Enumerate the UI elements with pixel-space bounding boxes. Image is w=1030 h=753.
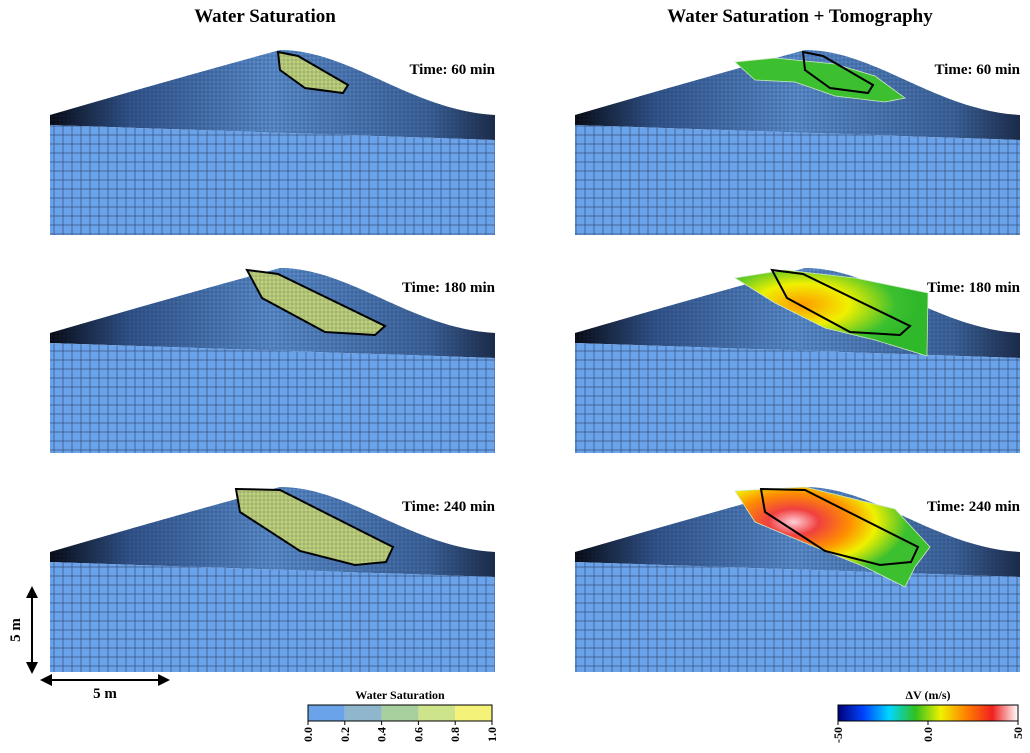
time-label: Time: 60 min (409, 62, 495, 78)
column-title: Water Saturation (194, 6, 336, 27)
colorbar-title: ΔV (m/s) (906, 688, 951, 702)
base-mesh (50, 343, 495, 453)
colorbar-segment (455, 705, 492, 721)
colorbar (838, 705, 1018, 721)
colorbar-tick-label: 1.0 (485, 727, 499, 742)
colorbar-tick-label: 0.6 (411, 727, 425, 742)
colorbar-tick-label: -50 (831, 727, 845, 743)
time-label: Time: 240 min (927, 499, 1021, 515)
base-mesh (575, 562, 1020, 672)
column-title: Water Saturation + Tomography (667, 6, 933, 27)
base-mesh (50, 562, 495, 672)
colorbar-segment (345, 705, 382, 721)
base-mesh (575, 343, 1020, 453)
time-label: Time: 180 min (402, 280, 496, 296)
scale-label: 5 m (8, 618, 24, 642)
colorbar-segment (308, 705, 345, 721)
base-mesh (575, 125, 1020, 235)
colorbar-tick-label: 50 (1011, 727, 1025, 739)
colorbar-tick-label: 0.4 (375, 727, 389, 742)
time-label: Time: 180 min (927, 280, 1021, 296)
colorbar-tick-label: 0.2 (338, 727, 352, 742)
colorbar-segment (418, 705, 455, 721)
colorbar-tick-label: 0.8 (448, 727, 462, 742)
figure: Water Saturation Water Saturation + Tomo… (0, 0, 1030, 748)
colorbar-tick-label: 0.0 (301, 727, 315, 742)
colorbar-tick-label: 0.0 (921, 727, 935, 742)
base-mesh (50, 125, 495, 235)
colorbar-title: Water Saturation (355, 688, 445, 702)
scale-label: 5 m (93, 686, 117, 702)
time-label: Time: 240 min (402, 499, 496, 515)
colorbar-segment (382, 705, 419, 721)
time-label: Time: 60 min (934, 62, 1020, 78)
